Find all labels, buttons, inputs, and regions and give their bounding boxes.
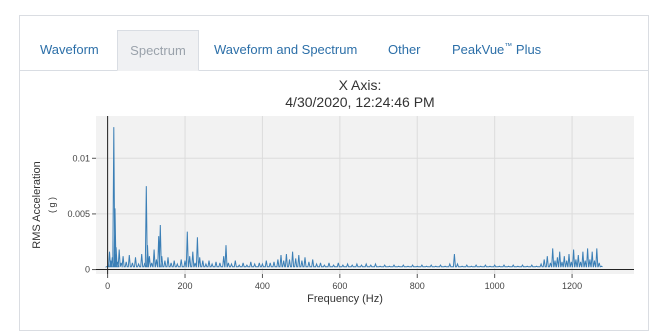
x-tick-label: 600 bbox=[332, 281, 347, 291]
tab-waveform[interactable]: Waveform bbox=[40, 42, 99, 57]
tab-peakvue-plus[interactable]: PeakVue™ Plus bbox=[452, 30, 541, 70]
x-tick-label: 1000 bbox=[485, 281, 505, 291]
tab-peakvue-tail: Plus bbox=[512, 42, 542, 57]
spectrum-series-line bbox=[104, 127, 603, 268]
tab-waveform-and-spectrum[interactable]: Waveform and Spectrum bbox=[214, 42, 358, 57]
chart-title-axis: X Axis: bbox=[338, 77, 382, 93]
y-axis-label: RMS Acceleration bbox=[31, 161, 43, 248]
plot-area bbox=[96, 116, 634, 274]
y-axis-unit-label: ( g ) bbox=[47, 197, 57, 213]
x-tick-label: 200 bbox=[178, 281, 193, 291]
y-tick-label: 0 bbox=[85, 265, 90, 275]
tab-peakvue-label: PeakVue bbox=[452, 42, 505, 57]
x-tick-label: 1200 bbox=[562, 281, 582, 291]
y-tick-label: 0.005 bbox=[67, 209, 90, 219]
x-tick-label: 0 bbox=[105, 281, 110, 291]
plot-tab-bar: Waveform Spectrum Waveform and Spectrum … bbox=[20, 30, 648, 71]
y-tick-label: 0.01 bbox=[72, 153, 90, 163]
tab-spectrum[interactable]: Spectrum bbox=[117, 30, 199, 71]
chart-title-timestamp: 4/30/2020, 12:24:46 PM bbox=[285, 94, 435, 110]
tab-other[interactable]: Other bbox=[388, 42, 421, 57]
trademark-mark: ™ bbox=[504, 41, 513, 51]
x-tick-label: 800 bbox=[410, 281, 425, 291]
x-tick-label: 400 bbox=[255, 281, 270, 291]
x-axis-label: Frequency (Hz) bbox=[307, 293, 383, 305]
